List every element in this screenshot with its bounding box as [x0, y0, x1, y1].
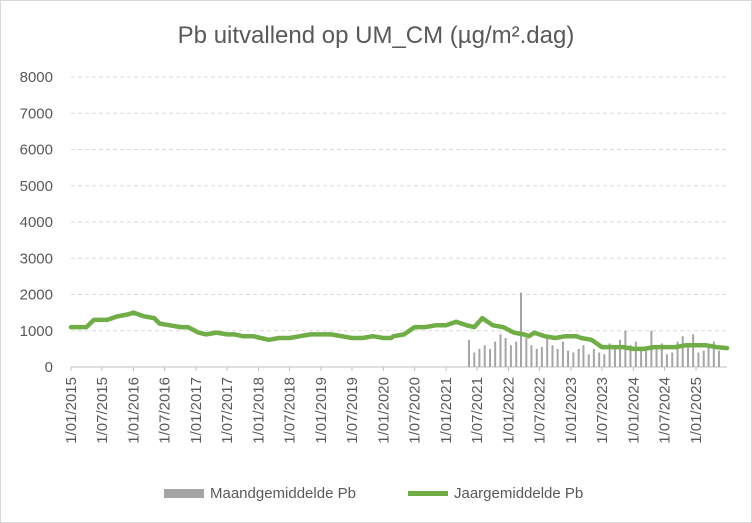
bar	[712, 341, 715, 367]
bar	[676, 341, 679, 367]
x-tick-label: 1/01/2022	[501, 377, 518, 444]
y-tick-label: 0	[45, 359, 53, 376]
y-tick-label: 5000	[20, 178, 53, 195]
x-tick-label: 1/01/2015	[63, 377, 80, 444]
x-tick-label: 1/01/2017	[188, 377, 205, 444]
bar	[655, 347, 658, 367]
bar	[556, 348, 559, 367]
bar	[665, 354, 668, 367]
bar	[697, 352, 700, 367]
x-tick-label: 1/01/2024	[625, 377, 642, 444]
x-tick-label: 1/07/2019	[344, 377, 361, 444]
bar	[660, 343, 663, 367]
y-tick-label: 3000	[20, 250, 53, 267]
x-tick-label: 1/01/2020	[375, 377, 392, 444]
bar	[717, 350, 720, 367]
bar	[499, 334, 502, 367]
x-tick-label: 1/07/2017	[219, 377, 236, 444]
legend-label-maandgemiddelde: Maandgemiddelde Pb	[210, 484, 356, 502]
bar	[640, 348, 643, 367]
bar	[546, 338, 549, 367]
legend-swatch-bar	[164, 488, 204, 498]
y-tick-label: 2000	[20, 287, 53, 304]
bar	[494, 341, 497, 367]
bar	[634, 341, 637, 367]
x-axis-ticks: 1/01/2015 1/07/2015 1/01/2016 1/07/2016 1/01…	[63, 367, 705, 444]
legend-label-jaargemiddelde: Jaargemiddelde Pb	[454, 484, 584, 502]
bar	[671, 352, 674, 367]
bar	[681, 336, 684, 367]
bar	[603, 354, 606, 367]
bar	[613, 347, 616, 367]
bar	[540, 347, 543, 367]
x-tick-label: 1/01/2018	[251, 377, 268, 444]
bar	[525, 338, 528, 367]
bar	[577, 348, 580, 367]
gridlines	[71, 76, 727, 368]
bar	[473, 352, 476, 367]
series-jaargemiddelde-line-group	[68, 310, 730, 352]
bar	[587, 354, 590, 367]
y-axis-ticks: 0 1000 2000 3000 4000 5000 6000 7000 8000	[20, 69, 53, 376]
y-tick-label: 4000	[20, 214, 53, 231]
bar	[509, 345, 512, 367]
x-tick-label: 1/07/2020	[407, 377, 424, 444]
bar	[467, 339, 470, 367]
x-tick-label: 1/07/2023	[594, 377, 611, 444]
bar	[489, 348, 492, 367]
bar	[519, 292, 522, 367]
bar	[483, 345, 486, 367]
x-tick-label: 1/07/2022	[531, 377, 548, 444]
bar	[561, 341, 564, 367]
bar	[551, 345, 554, 367]
legend: Maandgemiddelde Pb Jaargemiddelde Pb	[0, 482, 752, 504]
legend-item-jaargemiddelde: Jaargemiddelde Pb	[408, 482, 583, 504]
bar	[504, 338, 507, 367]
bar	[608, 343, 611, 367]
bar	[572, 352, 575, 367]
bar	[478, 348, 481, 367]
x-tick-label: 1/07/2024	[657, 377, 674, 444]
bar	[645, 350, 648, 367]
chart-title: Pb uitvallend op UM_CM (µg/m².dag)	[177, 22, 575, 49]
legend-item-maandgemiddelde: Maandgemiddelde Pb	[164, 482, 356, 504]
x-tick-label: 1/01/2023	[563, 377, 580, 444]
series-line-jaargemiddelde	[68, 310, 730, 352]
x-tick-label: 1/07/2015	[94, 377, 111, 444]
x-tick-label: 1/01/2021	[438, 377, 455, 444]
bar	[582, 345, 585, 367]
bar	[530, 345, 533, 367]
bar	[592, 348, 595, 367]
x-tick-label: 1/07/2016	[157, 377, 174, 444]
bar	[707, 345, 710, 367]
x-tick-label: 1/07/2021	[469, 377, 486, 444]
bar	[515, 341, 518, 367]
x-tick-label: 1/01/2016	[125, 377, 142, 444]
bar	[567, 350, 570, 367]
x-tick-label: 1/07/2018	[281, 377, 298, 444]
x-tick-label: 1/01/2025	[688, 377, 705, 444]
y-tick-label: 1000	[20, 323, 53, 340]
x-tick-label: 1/01/2019	[313, 377, 330, 444]
y-tick-label: 6000	[20, 142, 53, 159]
bar	[686, 347, 689, 367]
bar	[619, 339, 622, 367]
legend-swatch-line	[408, 490, 448, 496]
y-tick-label: 7000	[20, 105, 53, 122]
y-tick-label: 8000	[20, 69, 53, 86]
bar	[535, 348, 538, 367]
bar	[598, 352, 601, 367]
bar	[702, 350, 705, 367]
bar	[629, 345, 632, 367]
bar	[692, 334, 695, 367]
